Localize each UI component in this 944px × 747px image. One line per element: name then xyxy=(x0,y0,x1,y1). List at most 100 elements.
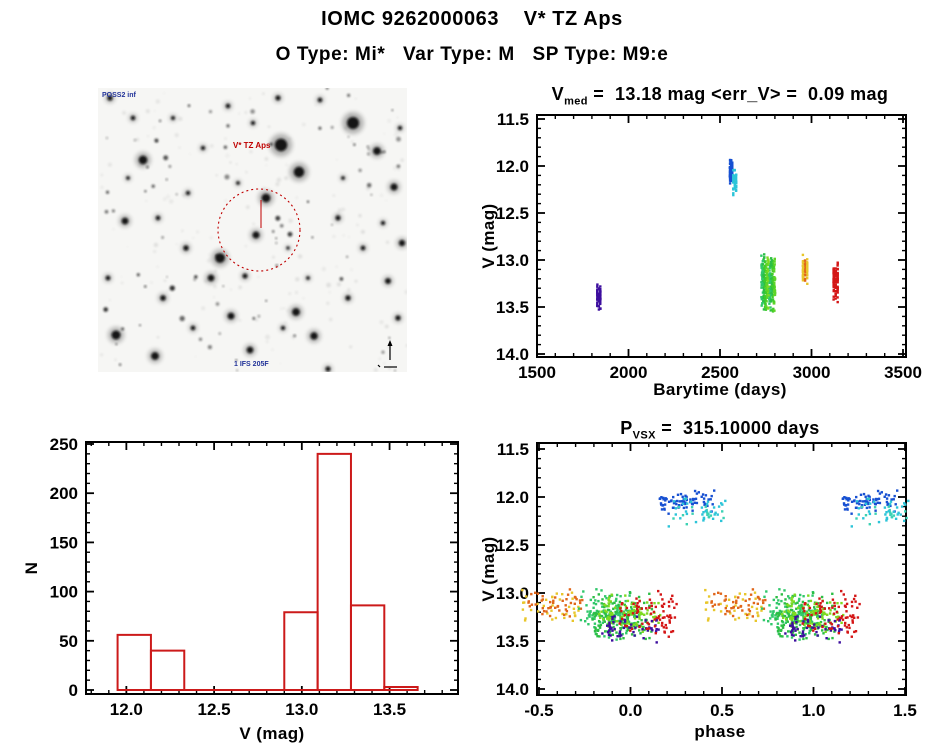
cluster-ph-orange xyxy=(710,588,767,618)
histogram-y-tick-label: 250 xyxy=(50,435,78,454)
star xyxy=(252,231,260,239)
star xyxy=(286,246,290,250)
phase-curve-y-tick-label: 13.0 xyxy=(496,584,529,603)
lightcurve-y-tick-label: 13.0 xyxy=(496,251,529,270)
histogram-bar xyxy=(283,611,319,691)
cluster-epoch-2-blue xyxy=(728,158,734,185)
lightcurve-x-tick-label: 2500 xyxy=(701,363,739,382)
star xyxy=(275,95,281,101)
lightcurve-y-tick-label: 13.5 xyxy=(496,298,529,317)
star xyxy=(373,147,381,155)
star xyxy=(251,121,255,125)
star xyxy=(341,176,345,180)
star xyxy=(398,126,402,130)
star-field xyxy=(100,88,407,372)
histogram-bars xyxy=(116,452,419,691)
star xyxy=(225,103,231,109)
star xyxy=(306,276,310,280)
star xyxy=(201,146,205,150)
lightcurve-x-tick-label: 1500 xyxy=(518,363,556,382)
lightcurve-title-rest: = 13.18 mag <err_V> = 0.09 mag xyxy=(587,84,889,104)
phase-curve-y-tick-label: 14.0 xyxy=(496,680,529,699)
cluster-ph-blue xyxy=(841,489,899,515)
page-subtitle: O Type: Mi* Var Type: M SP Type: M9:e xyxy=(275,44,669,65)
cluster-ph-cyan xyxy=(850,497,910,528)
star xyxy=(399,240,405,246)
histogram-bar xyxy=(116,633,152,691)
histogram-bar xyxy=(383,686,419,691)
star xyxy=(246,346,254,354)
histogram-x-tick-label: 12.5 xyxy=(198,700,231,719)
lightcurve-data-points xyxy=(596,158,839,313)
star xyxy=(261,193,271,203)
star xyxy=(325,366,331,372)
star xyxy=(138,155,148,165)
phase-title: PVSX = 315.10000 days xyxy=(500,418,940,442)
star xyxy=(310,332,318,340)
star xyxy=(236,181,240,185)
lightcurve-y-tick-label: 14.0 xyxy=(496,345,529,364)
lightcurve-title: Vmed = 13.18 mag <err_V> = 0.09 mag xyxy=(500,84,940,108)
star xyxy=(293,166,305,178)
histogram-y-tick-label: 100 xyxy=(50,583,78,602)
star xyxy=(183,245,189,251)
histogram-axes: 12.0 12.5 13.0 13.5 0 50 100 150 200 250 xyxy=(50,435,459,719)
phase-curve-y-tick-label: 12.5 xyxy=(496,536,529,555)
phase-curve-axes: -0.5 0.0 0.5 1.0 1.5 11.5 12.0 12.5 13.0 13.5 14.0 xyxy=(496,440,917,720)
lightcurve-title-prefix: V xyxy=(551,84,565,104)
star xyxy=(105,275,111,281)
cluster-epoch-2-cyan xyxy=(732,168,738,197)
phase-title-prefix: P xyxy=(620,418,633,438)
target-circle xyxy=(217,188,301,272)
histogram-y-tick-label: 200 xyxy=(50,484,78,503)
cluster-ph-yellow xyxy=(704,588,763,622)
histogram-x-tick-label: 13.5 xyxy=(373,700,406,719)
target-label: V* TZ Aps xyxy=(233,141,271,150)
cluster-ph-yellow xyxy=(521,588,580,622)
cluster-ph-red xyxy=(618,589,678,638)
star xyxy=(227,312,235,320)
histogram-x-tick-label: 13.0 xyxy=(285,700,318,719)
star xyxy=(186,191,190,195)
page-title: IOMC 9262000063 V* TZ Aps xyxy=(321,8,623,30)
star xyxy=(281,326,285,330)
star xyxy=(130,115,136,121)
lightcurve-x-axis-label: Barytime (days) xyxy=(653,380,787,399)
star xyxy=(390,183,398,191)
lightcurve-x-tick-label: 3000 xyxy=(793,363,831,382)
finding-chart-image: V* TZ Aps POSS2 inf 1 IFS 205F xyxy=(98,88,407,372)
histogram-y-tick-label: 0 xyxy=(69,681,78,700)
star xyxy=(395,315,401,321)
star xyxy=(385,278,391,284)
phase-curve-y-tick-label: 13.5 xyxy=(496,632,529,651)
phase-title-sub: VSX xyxy=(632,429,656,442)
phase-curve-x-tick-label: 1.0 xyxy=(802,701,826,720)
star xyxy=(242,273,248,279)
star xyxy=(215,253,225,263)
histogram-bar xyxy=(149,649,186,691)
star xyxy=(151,352,159,360)
phase-curve-y-tick-label: 11.5 xyxy=(497,440,529,459)
cluster-epoch-4-orange xyxy=(801,253,809,285)
histogram-y-tick-label: 50 xyxy=(59,632,78,651)
survey-label: POSS2 inf xyxy=(102,92,137,99)
cluster-epoch-3-green xyxy=(760,253,777,313)
star xyxy=(155,215,161,221)
star xyxy=(292,308,300,316)
lightcurve-x-tick-label: 3500 xyxy=(884,363,922,382)
histogram-x-axis-label: V (mag) xyxy=(239,724,305,743)
cluster-ph-cyan xyxy=(667,497,727,528)
star xyxy=(171,116,175,120)
chart-bottom-label: 1 IFS 205F xyxy=(234,361,269,368)
lightcurve-axes: 1500 2000 2500 3000 3500 11.5 12.0 12.5 13.0 13.5… xyxy=(496,110,922,382)
star xyxy=(207,274,215,282)
star xyxy=(121,217,129,225)
phase-x-axis-label: phase xyxy=(694,722,746,741)
lightcurve-title-sub: med xyxy=(564,95,588,108)
lightcurve-y-tick-label: 12.0 xyxy=(496,157,529,176)
cluster-epoch-5-red xyxy=(832,261,839,304)
phase-curve-data-points xyxy=(521,489,910,644)
cluster-ph-orange xyxy=(527,588,584,618)
lightcurve-y-tick-label: 12.5 xyxy=(496,204,529,223)
